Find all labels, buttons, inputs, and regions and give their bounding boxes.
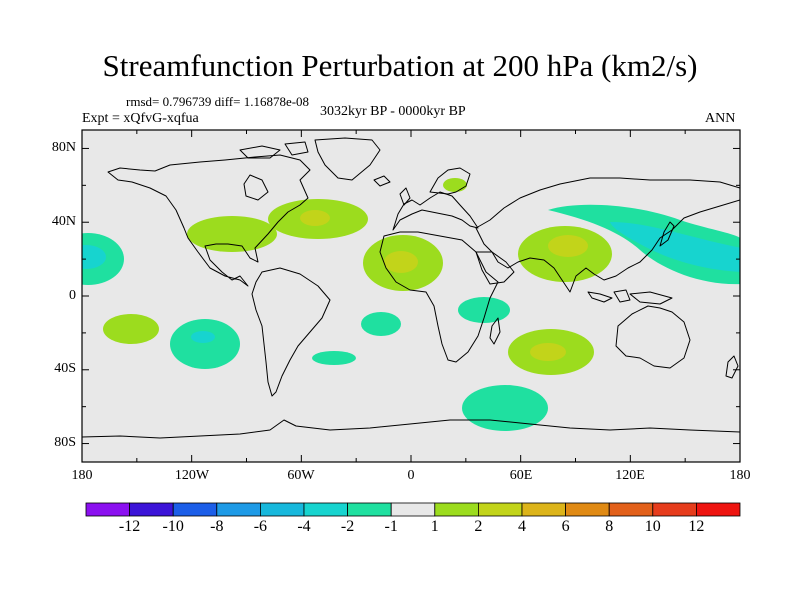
colorbar-label: -8 bbox=[210, 518, 224, 535]
north-america-coast bbox=[107, 154, 311, 287]
x-tick-label-60e: 60E bbox=[509, 468, 533, 483]
stats-label: rmsd= 0.796739 diff= 1.16878e-08 bbox=[126, 94, 310, 109]
anomaly-east-africa bbox=[458, 297, 510, 323]
y-tick-label-40s: 40S bbox=[54, 361, 76, 376]
colorbar-swatch bbox=[434, 502, 479, 517]
colorbar-swatch bbox=[129, 502, 174, 517]
colorbar-swatch bbox=[652, 502, 697, 517]
antarctica-coast bbox=[82, 419, 740, 439]
y-tick-label-80s: 80S bbox=[54, 435, 76, 450]
x-tick-label-120e: 120E bbox=[615, 468, 645, 483]
colorbar-swatch bbox=[216, 502, 261, 517]
iceland bbox=[373, 175, 391, 187]
colorbar-swatch bbox=[172, 502, 218, 517]
anomaly-india-inner bbox=[548, 235, 588, 257]
arabia-coast bbox=[475, 251, 515, 285]
colorbar-label: 4 bbox=[518, 518, 526, 535]
anomaly-scandinavia bbox=[443, 178, 467, 192]
anomaly-south-pacific-east-inner bbox=[191, 331, 215, 343]
colorbar-label: -4 bbox=[297, 518, 311, 535]
y-tick-label-80n: 80N bbox=[51, 140, 76, 155]
x-tick-label-60w: 60W bbox=[287, 468, 315, 483]
plot-title: Streamfunction Perturbation at 200 hPa (… bbox=[102, 48, 698, 83]
colorbar-label: 2 bbox=[474, 518, 483, 535]
colorbar-label: 6 bbox=[561, 518, 570, 535]
colorbar bbox=[85, 502, 741, 517]
anomaly-north-pacific-east-inner bbox=[82, 245, 106, 269]
madagascar bbox=[489, 317, 501, 345]
x-tick-label-0: 0 bbox=[407, 468, 415, 483]
x-tick-label-180w: 180 bbox=[71, 468, 93, 483]
colorbar-swatch bbox=[477, 502, 523, 517]
colorbar-swatch bbox=[696, 502, 741, 517]
anomaly-north-atlantic-inner bbox=[300, 210, 330, 226]
greenland-coast bbox=[314, 137, 381, 181]
australia-coast bbox=[615, 305, 691, 369]
anomaly-south-pacific-west bbox=[103, 314, 159, 344]
indonesia bbox=[587, 289, 673, 305]
contour-fill-layer bbox=[82, 178, 740, 431]
colorbar-label: -12 bbox=[118, 518, 141, 535]
colorbar-label: 10 bbox=[644, 518, 661, 535]
asia-coast bbox=[475, 177, 740, 293]
y-tick-label-0: 0 bbox=[69, 288, 76, 303]
period-label: 3032kyr BP - 0000kyr BP bbox=[320, 104, 466, 119]
japan bbox=[659, 221, 675, 247]
hudson-bay bbox=[243, 174, 269, 201]
colorbar-label: -1 bbox=[384, 518, 398, 535]
colorbar-swatch bbox=[347, 502, 392, 517]
europe-coast bbox=[392, 191, 479, 231]
anomaly-south-atlantic bbox=[361, 312, 401, 336]
colorbar-label: -2 bbox=[340, 518, 355, 535]
colorbar-label: -10 bbox=[162, 518, 184, 535]
colorbar-swatch bbox=[608, 502, 654, 517]
y-tick-label-40n: 40N bbox=[51, 214, 76, 229]
coastline-layer bbox=[82, 137, 740, 439]
new-zealand bbox=[725, 355, 739, 379]
anomaly-north-africa-inner bbox=[384, 251, 418, 273]
colorbar-label: 12 bbox=[688, 518, 705, 535]
scandinavia-coast bbox=[429, 167, 471, 195]
colorbar-swatch bbox=[259, 502, 305, 517]
colorbar-swatch bbox=[565, 502, 610, 517]
colorbar-swatch bbox=[85, 502, 130, 517]
x-tick-label-120w: 120W bbox=[174, 468, 210, 483]
x-tick-label-180e: 180 bbox=[729, 468, 751, 483]
anomaly-south-atlantic-lower bbox=[312, 351, 356, 365]
season-label: ANN bbox=[705, 111, 736, 126]
anomaly-japan-north-pacific-mid bbox=[610, 222, 740, 272]
africa-coast bbox=[379, 231, 499, 363]
south-america-coast bbox=[251, 267, 331, 397]
colorbar-label: 1 bbox=[430, 518, 439, 535]
axis-ticks bbox=[81, 130, 741, 462]
british-isles bbox=[399, 187, 411, 206]
anomaly-south-pacific-east-outer bbox=[170, 319, 240, 369]
map-background bbox=[82, 130, 740, 462]
colorbar-label: -6 bbox=[253, 518, 268, 535]
colorbar-swatch bbox=[521, 502, 566, 517]
colorbar-label: 8 bbox=[605, 518, 614, 535]
colorbar-swatch bbox=[303, 502, 348, 517]
anomaly-gulf-of-mexico bbox=[187, 216, 277, 252]
colorbar-swatch bbox=[390, 502, 436, 517]
arctic-islands bbox=[239, 141, 309, 159]
anomaly-south-indian-ocean-inner bbox=[530, 343, 566, 361]
experiment-label: Expt = xQfvG-xqfua bbox=[82, 111, 199, 126]
